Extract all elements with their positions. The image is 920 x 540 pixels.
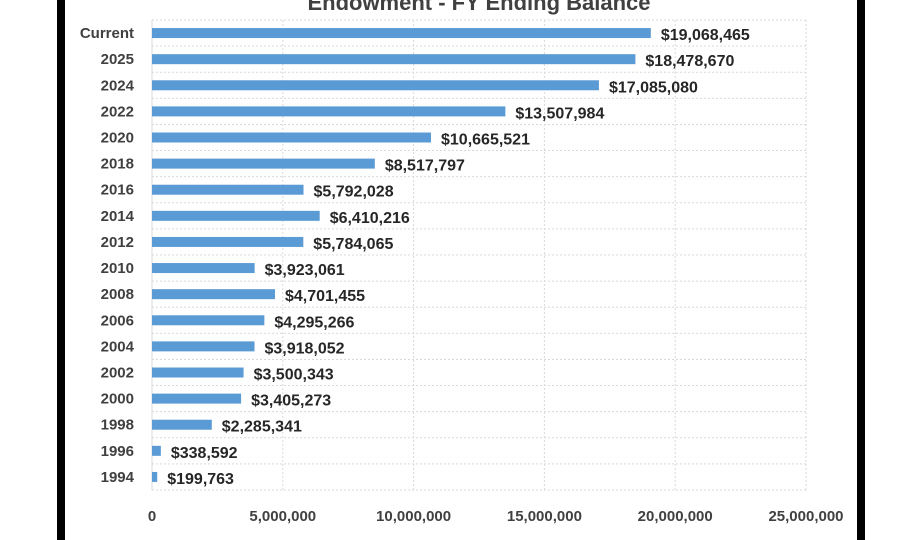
category-label: 2018: [101, 156, 134, 173]
data-label: $18,478,670: [645, 53, 734, 70]
data-label: $5,792,028: [314, 184, 394, 201]
category-label: 2006: [101, 312, 134, 329]
category-label: 2020: [101, 130, 134, 147]
category-label: 1998: [101, 417, 134, 434]
bar: [152, 236, 304, 247]
data-label: $3,918,052: [264, 340, 344, 357]
data-label: $17,085,080: [609, 79, 698, 96]
category-label: 2025: [101, 51, 134, 68]
bar: [152, 341, 255, 352]
category-label: 1996: [101, 443, 134, 460]
bar: [152, 132, 432, 143]
data-label: $8,517,797: [385, 158, 465, 175]
category-label: 2002: [101, 365, 134, 382]
data-label: $3,923,061: [265, 262, 345, 279]
category-label: 2000: [101, 391, 134, 408]
data-label: $3,405,273: [251, 393, 331, 410]
data-label: $10,665,521: [441, 132, 530, 149]
x-tick-label: 15,000,000: [507, 508, 582, 525]
bar: [152, 471, 158, 482]
data-label: $4,701,455: [285, 288, 365, 305]
x-tick-label: 5,000,000: [249, 508, 316, 525]
bar: [152, 289, 275, 300]
x-tick-label: 25,000,000: [768, 508, 843, 525]
data-label: $3,500,343: [254, 367, 334, 384]
data-label: $6,410,216: [330, 210, 410, 227]
data-label: $5,784,065: [313, 236, 393, 253]
frame-border-left: [57, 0, 65, 540]
x-tick-label: 20,000,000: [638, 508, 713, 525]
data-label: $19,068,465: [661, 27, 750, 44]
bar: [152, 263, 255, 274]
category-label: 2022: [101, 103, 134, 120]
bar: [152, 54, 636, 65]
x-tick-label: 10,000,000: [376, 508, 451, 525]
bar: [152, 80, 599, 91]
category-label: Current: [80, 25, 134, 42]
data-label: $338,592: [171, 445, 238, 462]
category-label: 2012: [101, 234, 134, 251]
category-label: 2016: [101, 182, 134, 199]
data-label: $4,295,266: [274, 314, 354, 331]
category-label: 2024: [101, 77, 135, 94]
bar: [152, 445, 161, 456]
bar: [152, 184, 304, 195]
category-label: 2010: [101, 260, 134, 277]
bar: [152, 367, 244, 378]
bar: [152, 315, 265, 326]
category-label: 2004: [101, 338, 135, 355]
x-tick-label: 0: [148, 508, 156, 525]
data-label: $2,285,341: [222, 419, 302, 436]
category-label: 2014: [101, 208, 135, 225]
bar: [152, 28, 651, 39]
bar: [152, 158, 375, 169]
category-label: 2008: [101, 286, 134, 303]
chart-title: Endowment - FY Ending Balance: [307, 0, 651, 15]
data-label: $13,507,984: [515, 105, 604, 122]
frame-border-right: [857, 0, 865, 540]
bar: [152, 393, 242, 404]
bar: [152, 419, 212, 430]
category-label: 1994: [101, 469, 135, 486]
bar: [152, 210, 320, 221]
data-label: $199,763: [167, 471, 234, 488]
bar: [152, 106, 506, 117]
